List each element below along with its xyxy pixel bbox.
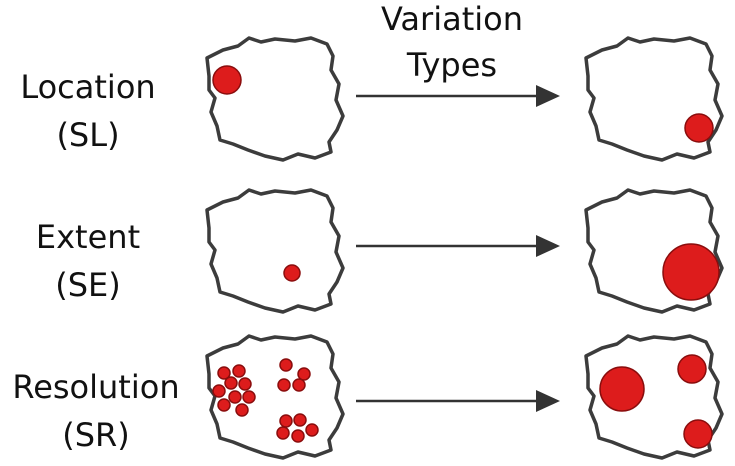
region-dot: [297, 367, 311, 381]
arrow-head-icon: [536, 235, 560, 257]
row-code-resolution: (SR): [62, 416, 130, 454]
region-dot: [291, 429, 305, 443]
region-dot: [217, 398, 231, 412]
region-dot: [293, 413, 307, 427]
row-resolution: Resolution (SR): [12, 334, 724, 460]
region-dot: [217, 366, 231, 380]
region-dot: [277, 378, 291, 392]
region-dot: [242, 390, 256, 404]
map-outline-extent-before: [205, 188, 345, 314]
row-label-resolution: Resolution: [12, 368, 179, 406]
arrow-head-icon: [536, 390, 560, 412]
region-dot: [276, 426, 290, 440]
title-line-2: Types: [406, 46, 497, 84]
arrow-head-icon: [536, 85, 560, 107]
region-dot: [305, 423, 319, 437]
row-label-extent: Extent: [36, 218, 140, 256]
region-dot: [599, 366, 645, 412]
map-outline-resolution-before: [205, 334, 345, 460]
region-dot: [228, 390, 242, 404]
region-dot: [238, 377, 252, 391]
region-dot: [232, 364, 246, 378]
row-extent: Extent (SE): [36, 188, 724, 314]
region-dot: [224, 376, 238, 390]
row-code-extent: (SE): [55, 266, 121, 304]
region-dot: [292, 378, 306, 392]
region-dot: [279, 414, 293, 428]
region-dot: [684, 113, 714, 143]
row-code-location: (SL): [56, 116, 119, 154]
title-line-1: Variation: [381, 0, 523, 38]
region-dot: [279, 358, 293, 372]
map-outline-location-before: [205, 36, 345, 162]
region-dot: [212, 384, 226, 398]
row-label-location: Location: [20, 68, 155, 106]
row-location: Location (SL): [20, 36, 724, 162]
region-dot: [677, 354, 707, 384]
region-dot: [662, 243, 720, 301]
region-dot: [683, 419, 713, 449]
region-dot: [235, 403, 249, 417]
region-dot: [212, 65, 242, 95]
region-dot: [283, 264, 301, 282]
